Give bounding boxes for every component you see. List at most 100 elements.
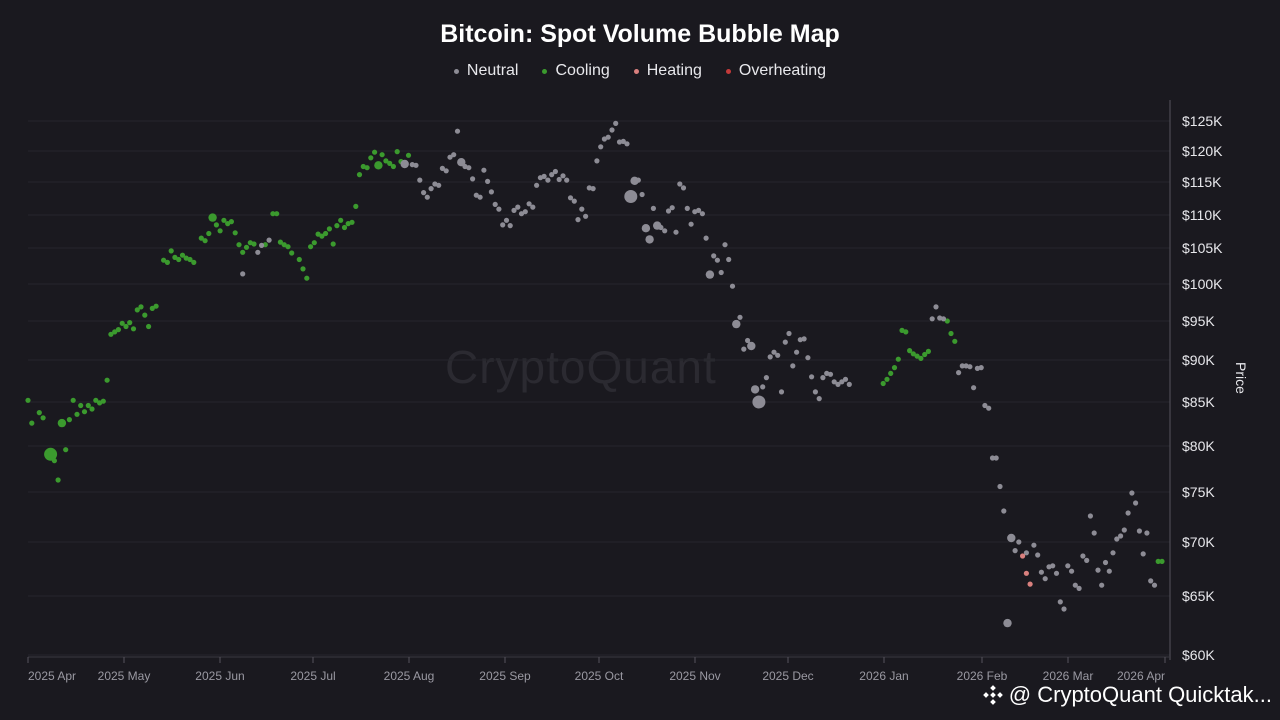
bubble-cooling[interactable] bbox=[93, 397, 99, 403]
bubble-cooling[interactable] bbox=[89, 406, 95, 412]
bubble-neutral[interactable] bbox=[940, 316, 947, 322]
bubble-neutral[interactable] bbox=[609, 127, 615, 133]
bubble-neutral[interactable] bbox=[747, 341, 756, 351]
bubble-neutral[interactable] bbox=[1121, 527, 1127, 533]
bubble-neutral[interactable] bbox=[451, 152, 457, 158]
bubble-cooling[interactable] bbox=[285, 244, 291, 250]
bubble-cooling[interactable] bbox=[374, 161, 383, 170]
bubble-cooling[interactable] bbox=[57, 418, 67, 428]
bubble-neutral[interactable] bbox=[564, 177, 570, 183]
bubble-neutral[interactable] bbox=[1129, 490, 1135, 496]
bubble-cooling[interactable] bbox=[895, 356, 901, 362]
bubble-cooling[interactable] bbox=[884, 376, 890, 382]
bubble-neutral[interactable] bbox=[583, 213, 589, 219]
legend-item-heating[interactable]: Heating bbox=[633, 62, 702, 80]
bubble-neutral[interactable] bbox=[507, 223, 513, 229]
bubble-neutral[interactable] bbox=[575, 217, 581, 223]
bubble-neutral[interactable] bbox=[1106, 568, 1112, 574]
bubble-cooling[interactable] bbox=[172, 254, 178, 260]
bubble-cooling[interactable] bbox=[208, 213, 217, 222]
bubble-neutral[interactable] bbox=[929, 316, 935, 322]
bubble-neutral[interactable] bbox=[1053, 570, 1060, 576]
bubble-cooling[interactable] bbox=[191, 259, 197, 265]
bubble-cooling[interactable] bbox=[270, 211, 276, 217]
bubble-cooling[interactable] bbox=[387, 160, 393, 166]
bubble-cooling[interactable] bbox=[66, 417, 72, 423]
bubble-cooling[interactable] bbox=[952, 338, 958, 344]
bubble-neutral[interactable] bbox=[1076, 585, 1082, 592]
bubble-neutral[interactable] bbox=[1050, 563, 1056, 569]
bubble-neutral[interactable] bbox=[971, 385, 977, 391]
bubble-neutral[interactable] bbox=[1061, 606, 1067, 612]
bubble-cooling[interactable] bbox=[338, 217, 344, 223]
bubble-neutral[interactable] bbox=[1151, 582, 1158, 588]
bubble-neutral[interactable] bbox=[1091, 530, 1097, 536]
bubble-cooling[interactable] bbox=[228, 219, 234, 225]
bubble-neutral[interactable] bbox=[816, 396, 822, 402]
bubble-neutral[interactable] bbox=[417, 177, 423, 183]
bubble-cooling[interactable] bbox=[341, 224, 348, 231]
bubble-cooling[interactable] bbox=[356, 172, 363, 178]
bubble-cooling[interactable] bbox=[925, 348, 932, 354]
bubble-neutral[interactable] bbox=[790, 363, 796, 369]
bubble-neutral[interactable] bbox=[1007, 533, 1016, 543]
bubble-neutral[interactable] bbox=[571, 198, 577, 204]
bubble-neutral[interactable] bbox=[684, 205, 690, 211]
bubble-cooling[interactable] bbox=[251, 241, 257, 247]
bubble-neutral[interactable] bbox=[624, 141, 630, 147]
bubble-neutral[interactable] bbox=[579, 206, 585, 212]
bubble-neutral[interactable] bbox=[650, 205, 657, 211]
bubble-cooling[interactable] bbox=[78, 402, 84, 409]
bubble-neutral[interactable] bbox=[1035, 552, 1041, 558]
bubble-neutral[interactable] bbox=[763, 375, 770, 381]
bubble-cooling[interactable] bbox=[153, 303, 159, 309]
bubble-neutral[interactable] bbox=[645, 235, 654, 244]
bubble-cooling[interactable] bbox=[85, 402, 91, 409]
bubble-cooling[interactable] bbox=[349, 219, 355, 225]
bubble-neutral[interactable] bbox=[673, 229, 679, 235]
bubble-neutral[interactable] bbox=[745, 337, 751, 344]
bubble-cooling[interactable] bbox=[221, 217, 227, 223]
bubble-heating[interactable] bbox=[1023, 570, 1029, 576]
bubble-neutral[interactable] bbox=[560, 173, 566, 179]
bubble-neutral[interactable] bbox=[590, 186, 596, 192]
bubble-neutral[interactable] bbox=[549, 172, 555, 178]
bubble-cooling[interactable] bbox=[368, 155, 374, 161]
bubble-neutral[interactable] bbox=[400, 159, 409, 169]
bubble-neutral[interactable] bbox=[786, 330, 792, 337]
bubble-neutral[interactable] bbox=[1087, 513, 1093, 519]
bubble-neutral[interactable] bbox=[1102, 559, 1109, 566]
bubble-neutral[interactable] bbox=[1144, 530, 1150, 536]
bubble-cooling[interactable] bbox=[383, 158, 389, 164]
bubble-cooling[interactable] bbox=[36, 410, 42, 416]
bubble-cooling[interactable] bbox=[138, 304, 144, 310]
bubble-cooling[interactable] bbox=[142, 312, 148, 318]
bubble-neutral[interactable] bbox=[982, 402, 988, 409]
bubble-neutral[interactable] bbox=[1114, 536, 1120, 542]
bubble-cooling[interactable] bbox=[243, 244, 250, 250]
bubble-neutral[interactable] bbox=[567, 195, 574, 201]
bubble-cooling[interactable] bbox=[914, 353, 920, 359]
bubble-neutral[interactable] bbox=[541, 173, 547, 179]
bubble-cooling[interactable] bbox=[323, 230, 329, 237]
bubble-neutral[interactable] bbox=[439, 165, 445, 171]
bubble-cooling[interactable] bbox=[372, 149, 378, 155]
bubble-neutral[interactable] bbox=[752, 395, 766, 409]
bubble-cooling[interactable] bbox=[130, 326, 137, 332]
bubble-cooling[interactable] bbox=[25, 397, 31, 403]
bubble-neutral[interactable] bbox=[1023, 550, 1029, 556]
bubble-neutral[interactable] bbox=[481, 167, 487, 173]
bubble-neutral[interactable] bbox=[805, 355, 811, 361]
bubble-cooling[interactable] bbox=[51, 458, 58, 464]
bubble-neutral[interactable] bbox=[680, 185, 687, 191]
bubble-heating[interactable] bbox=[1020, 553, 1026, 559]
bubble-cooling[interactable] bbox=[104, 377, 110, 383]
bubble-neutral[interactable] bbox=[1080, 553, 1086, 559]
bubble-cooling[interactable] bbox=[308, 244, 314, 250]
bubble-cooling[interactable] bbox=[277, 239, 283, 245]
bubble-neutral[interactable] bbox=[782, 339, 788, 345]
bubble-neutral[interactable] bbox=[809, 374, 815, 380]
bubble-cooling[interactable] bbox=[880, 380, 886, 387]
bubble-cooling[interactable] bbox=[944, 318, 950, 324]
bubble-neutral[interactable] bbox=[594, 158, 600, 164]
